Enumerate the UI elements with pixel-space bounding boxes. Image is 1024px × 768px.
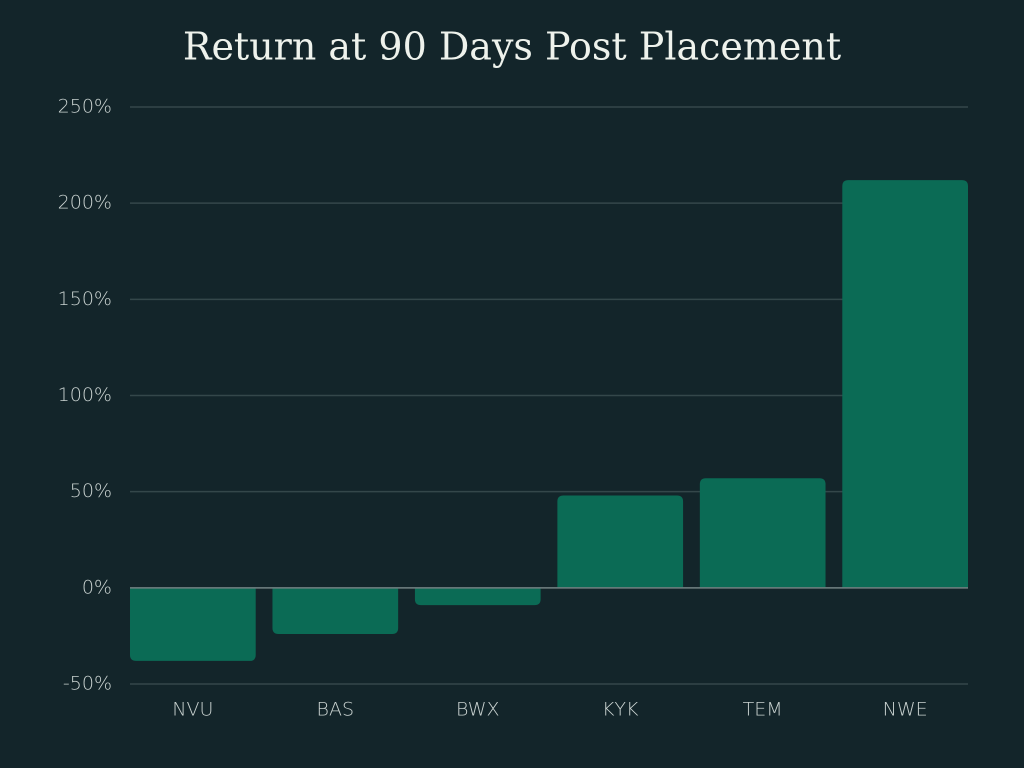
y-tick-label: 0% bbox=[82, 576, 112, 598]
x-tick-label: BAS bbox=[317, 699, 355, 721]
y-tick-label: -50% bbox=[63, 673, 112, 695]
bar bbox=[557, 495, 684, 588]
x-tick-label: NWE bbox=[883, 699, 928, 721]
y-tick-label: 100% bbox=[58, 384, 112, 406]
bar bbox=[699, 478, 826, 588]
bar bbox=[130, 587, 256, 661]
y-tick-label: 50% bbox=[70, 480, 112, 502]
chart-title: Return at 90 Days Post Placement bbox=[183, 25, 841, 69]
x-tick-label: BWX bbox=[456, 699, 500, 721]
bar bbox=[272, 587, 399, 634]
x-tick-label: NVU bbox=[172, 699, 213, 721]
bar bbox=[842, 180, 968, 588]
x-tick-label: TEM bbox=[743, 699, 783, 721]
y-tick-label: 250% bbox=[58, 96, 112, 118]
y-tick-label: 150% bbox=[58, 288, 112, 310]
bar bbox=[414, 587, 541, 606]
y-tick-label: 200% bbox=[58, 192, 112, 214]
x-tick-label: KYK bbox=[602, 699, 639, 721]
